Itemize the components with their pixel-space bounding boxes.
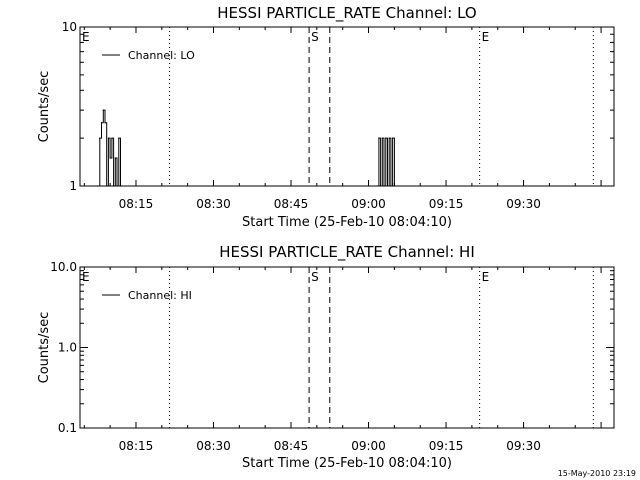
chart-title: HESSI PARTICLE_RATE Channel: HI bbox=[219, 243, 475, 262]
series-point bbox=[379, 185, 382, 187]
x-tick-label: 08:15 bbox=[119, 197, 154, 211]
y-tick-label: 0.1 bbox=[58, 421, 77, 435]
series-point bbox=[381, 137, 383, 139]
series-point bbox=[104, 122, 106, 124]
series-point bbox=[109, 157, 111, 159]
series-point bbox=[100, 122, 103, 124]
series-point bbox=[385, 137, 387, 139]
x-axis-label: Start Time (25-Feb-10 08:04:10) bbox=[242, 456, 452, 471]
series-point bbox=[392, 137, 394, 139]
x-tick-label: 09:15 bbox=[429, 439, 464, 453]
series-point bbox=[383, 185, 385, 187]
x-tick-label: 08:45 bbox=[274, 439, 309, 453]
series-point bbox=[388, 137, 390, 139]
series-point bbox=[378, 137, 380, 139]
y-tick-label: 1 bbox=[69, 179, 77, 193]
x-axis-label: Start Time (25-Feb-10 08:04:10) bbox=[242, 215, 452, 230]
x-tick-label: 09:30 bbox=[506, 197, 541, 211]
series-point bbox=[96, 185, 98, 187]
series-point bbox=[99, 137, 101, 139]
chart-panel-hi: HESSI PARTICLE_RATE Channel: HI 08:15 08:3… bbox=[37, 243, 615, 471]
time-marker-label: E bbox=[482, 270, 490, 284]
series-line bbox=[97, 109, 395, 187]
series-point bbox=[390, 185, 392, 187]
y-axis-label: Counts/sec bbox=[37, 71, 52, 143]
x-tick-label: 09:15 bbox=[429, 197, 464, 211]
footer-timestamp: 15-May-2010 23:19 bbox=[558, 469, 636, 478]
time-marker-label: E bbox=[482, 30, 490, 44]
x-tick-label: 08:15 bbox=[119, 439, 154, 453]
y-axis-label: Counts/sec bbox=[37, 312, 52, 384]
x-tick-label: 09:30 bbox=[506, 439, 541, 453]
y-tick-label: 1.0 bbox=[58, 341, 77, 355]
x-tick-label: 08:30 bbox=[196, 197, 231, 211]
series-point bbox=[119, 185, 122, 187]
time-marker-label: S bbox=[311, 30, 319, 44]
x-tick-label: 08:30 bbox=[196, 439, 231, 453]
legend-entry: Channel: HI bbox=[128, 289, 192, 302]
series-point bbox=[106, 185, 108, 187]
y-tick-label: 10.0 bbox=[50, 260, 77, 274]
series-point bbox=[112, 185, 115, 187]
time-marker-label: E bbox=[82, 270, 90, 284]
time-marker-label: S bbox=[311, 270, 319, 284]
series-point bbox=[114, 157, 116, 159]
legend-entry: Channel: LO bbox=[128, 49, 195, 62]
series-point bbox=[107, 137, 110, 139]
x-tick-label: 09:00 bbox=[351, 197, 386, 211]
series-point bbox=[393, 185, 395, 187]
series-point bbox=[118, 137, 120, 139]
series-point bbox=[376, 185, 378, 187]
time-marker-label: E bbox=[82, 30, 90, 44]
x-tick-label: 08:45 bbox=[274, 197, 309, 211]
chart-title: HESSI PARTICLE_RATE Channel: LO bbox=[217, 4, 476, 23]
series-point bbox=[111, 137, 113, 139]
y-tick-label: 10 bbox=[62, 20, 77, 34]
series-point bbox=[102, 109, 104, 111]
chart-panel-lo: HESSI PARTICLE_RATE Channel: LO 08:15 08:3… bbox=[37, 4, 615, 230]
series-point bbox=[386, 185, 389, 187]
series-point bbox=[116, 185, 118, 187]
x-tick-label: 09:00 bbox=[351, 439, 386, 453]
